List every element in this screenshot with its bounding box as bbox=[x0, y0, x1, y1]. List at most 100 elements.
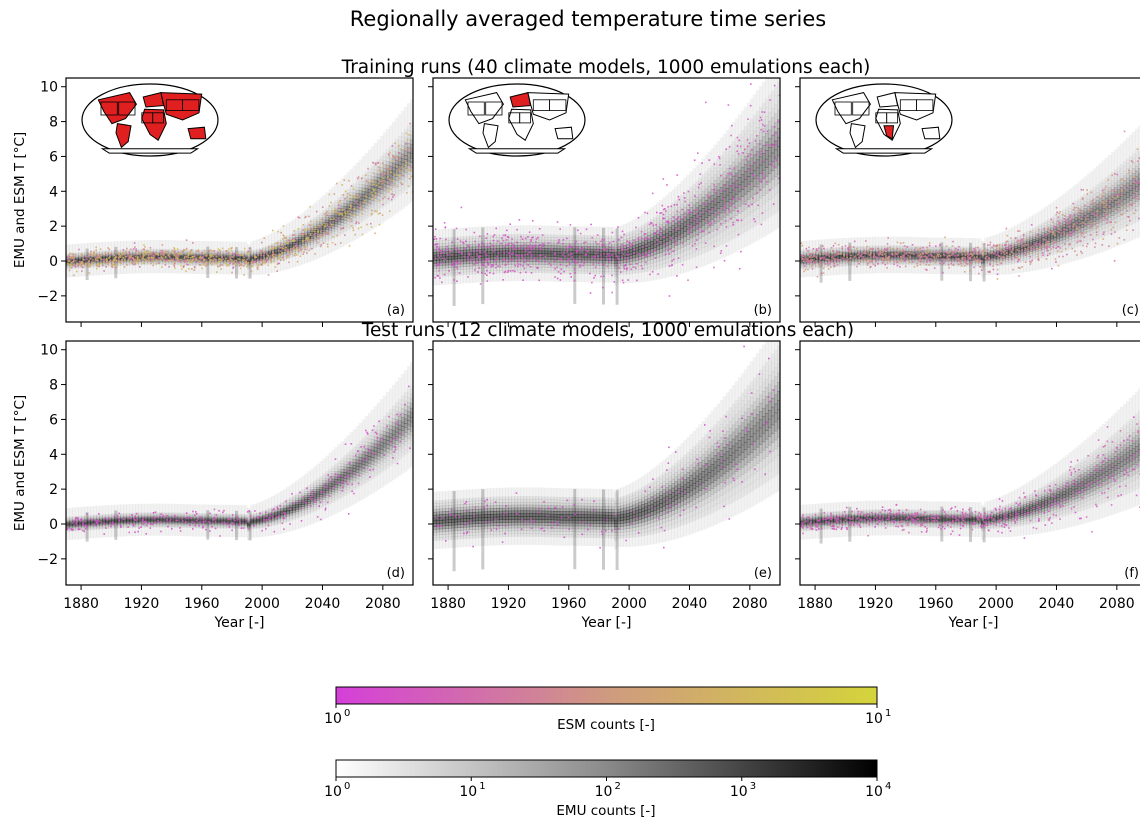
heatmap-layer bbox=[800, 125, 1140, 283]
map-region-antarctica bbox=[100, 148, 200, 154]
colorbar-tick-label: 10 bbox=[730, 784, 748, 800]
colorbar-tick-exponent: 4 bbox=[885, 781, 891, 792]
panel-b: (b) bbox=[428, 77, 781, 327]
map-region-box bbox=[182, 99, 200, 112]
x-tick-label: 2080 bbox=[732, 596, 768, 612]
x-tick-label: 2000 bbox=[611, 596, 647, 612]
map-region-box bbox=[852, 101, 870, 116]
x-axis-label: Year [-] bbox=[947, 615, 998, 631]
map-region-box bbox=[467, 101, 485, 116]
map-region-box bbox=[834, 101, 852, 116]
colorbar-tick-exponent: 3 bbox=[750, 781, 756, 792]
y-tick-label: 8 bbox=[49, 115, 58, 131]
colorbar-tick-exponent: 1 bbox=[479, 781, 485, 792]
heatmap-layer bbox=[433, 78, 780, 306]
y-tick-label: 6 bbox=[49, 412, 58, 428]
map-region-box bbox=[886, 112, 899, 124]
plot-frame bbox=[799, 77, 1140, 323]
row-title-test: Test runs (12 climate models, 1000 emula… bbox=[361, 320, 854, 341]
map-region-box bbox=[100, 101, 118, 116]
y-tick-label: 10 bbox=[40, 80, 58, 96]
map-region-box bbox=[118, 101, 136, 116]
colorbar-tick-label: 10 bbox=[865, 711, 883, 727]
colorbar-emu-ticks: 10 0 10 1 10 2 10 3 10 4 bbox=[324, 777, 891, 800]
colorbar-tick-label: 10 bbox=[595, 784, 613, 800]
x-axis-label: Year [-] bbox=[213, 615, 264, 631]
x-tick-label: 1920 bbox=[491, 596, 527, 612]
colorbar-emu-label: EMU counts [-] bbox=[556, 803, 655, 819]
map-region-box bbox=[916, 99, 934, 112]
inset-map bbox=[81, 83, 219, 157]
map-region-antarctica bbox=[834, 148, 934, 154]
map-region-box bbox=[152, 112, 164, 124]
y-tick-label: 4 bbox=[49, 447, 58, 463]
panel-label: (e) bbox=[754, 566, 772, 581]
plot-frame bbox=[432, 77, 781, 323]
map-region-australia bbox=[921, 126, 941, 140]
panel-label: (b) bbox=[754, 303, 772, 318]
colorbar-tick-exponent: 1 bbox=[885, 708, 891, 719]
x-tick-label: 2080 bbox=[365, 596, 401, 612]
map-region-box bbox=[519, 112, 532, 124]
map-region-south-america bbox=[482, 123, 499, 149]
colorbar-tick-label: 10 bbox=[324, 784, 342, 800]
panel-c: (c) bbox=[795, 77, 1140, 327]
plot-frame bbox=[65, 77, 414, 323]
panels-group: −2 0 2 4 6 8 10 EMU and ESM T [°C] (a) (b) (c) −2 0 2… bbox=[12, 77, 1140, 631]
colorbar-tick-exponent: 2 bbox=[615, 781, 621, 792]
x-tick-label: 1920 bbox=[858, 596, 894, 612]
panel-label: (f) bbox=[1124, 566, 1139, 581]
x-tick-label: 1920 bbox=[124, 596, 160, 612]
heatmap-layer bbox=[66, 362, 413, 542]
map-region-box bbox=[549, 99, 567, 112]
y-tick-label: 10 bbox=[40, 343, 58, 359]
panel-label: (c) bbox=[1122, 303, 1139, 318]
y-tick-label: 0 bbox=[49, 517, 58, 533]
colorbar-esm-ticks: 10 0 10 1 bbox=[324, 704, 891, 727]
x-tick-label: 2040 bbox=[1039, 596, 1075, 612]
panel-a: −2 0 2 4 6 8 10 EMU and ESM T [°C] (a) bbox=[12, 77, 414, 327]
map-region-australia bbox=[187, 126, 207, 140]
figure-title: Regionally averaged temperature time ser… bbox=[350, 7, 827, 31]
y-tick-label: −2 bbox=[37, 552, 58, 568]
colorbar-tick-label: 10 bbox=[865, 784, 883, 800]
map-region-australia bbox=[554, 126, 574, 140]
x-tick-label: 2080 bbox=[1099, 596, 1135, 612]
x-tick-label: 2040 bbox=[672, 596, 708, 612]
map-region-antarctica bbox=[467, 148, 567, 154]
y-tick-label: 2 bbox=[49, 482, 58, 498]
plot-frame bbox=[65, 340, 414, 586]
y-tick-label: 2 bbox=[49, 219, 58, 235]
y-axis-label: EMU and ESM T [°C] bbox=[12, 132, 28, 268]
x-tick-label: 1960 bbox=[184, 596, 220, 612]
colorbar-emu-gradient bbox=[335, 759, 878, 778]
y-tick-label: −2 bbox=[37, 289, 58, 305]
x-tick-label: 1960 bbox=[918, 596, 954, 612]
panel-e: 1880 1920 1960 2000 2040 2080 Year [-] (e) bbox=[428, 340, 781, 631]
y-tick-label: 4 bbox=[49, 184, 58, 200]
plot-frame bbox=[799, 340, 1140, 586]
panel-label: (d) bbox=[387, 566, 405, 581]
map-region-south-america bbox=[849, 123, 866, 149]
panel-label: (a) bbox=[387, 303, 405, 318]
map-region-south-america bbox=[115, 123, 132, 149]
x-axis-label: Year [-] bbox=[580, 615, 631, 631]
plot-frame bbox=[432, 340, 781, 586]
colorbar-tick-exponent: 0 bbox=[344, 708, 350, 719]
heatmap-layer bbox=[66, 99, 413, 280]
x-tick-label: 2040 bbox=[305, 596, 341, 612]
x-tick-label: 2000 bbox=[244, 596, 280, 612]
x-tick-label: 1960 bbox=[551, 596, 587, 612]
map-region-box bbox=[485, 101, 503, 116]
y-axis-label: EMU and ESM T [°C] bbox=[12, 395, 28, 531]
x-tick-label: 2000 bbox=[978, 596, 1014, 612]
inset-map bbox=[448, 83, 586, 157]
colorbar-esm-label: ESM counts [-] bbox=[557, 717, 655, 733]
colorbar-tick-label: 10 bbox=[459, 784, 477, 800]
x-tick-label: 1880 bbox=[63, 596, 99, 612]
colorbar-tick-label: 10 bbox=[324, 711, 342, 727]
y-tick-label: 8 bbox=[49, 378, 58, 394]
x-tick-label: 1880 bbox=[430, 596, 466, 612]
x-tick-label: 1880 bbox=[797, 596, 833, 612]
